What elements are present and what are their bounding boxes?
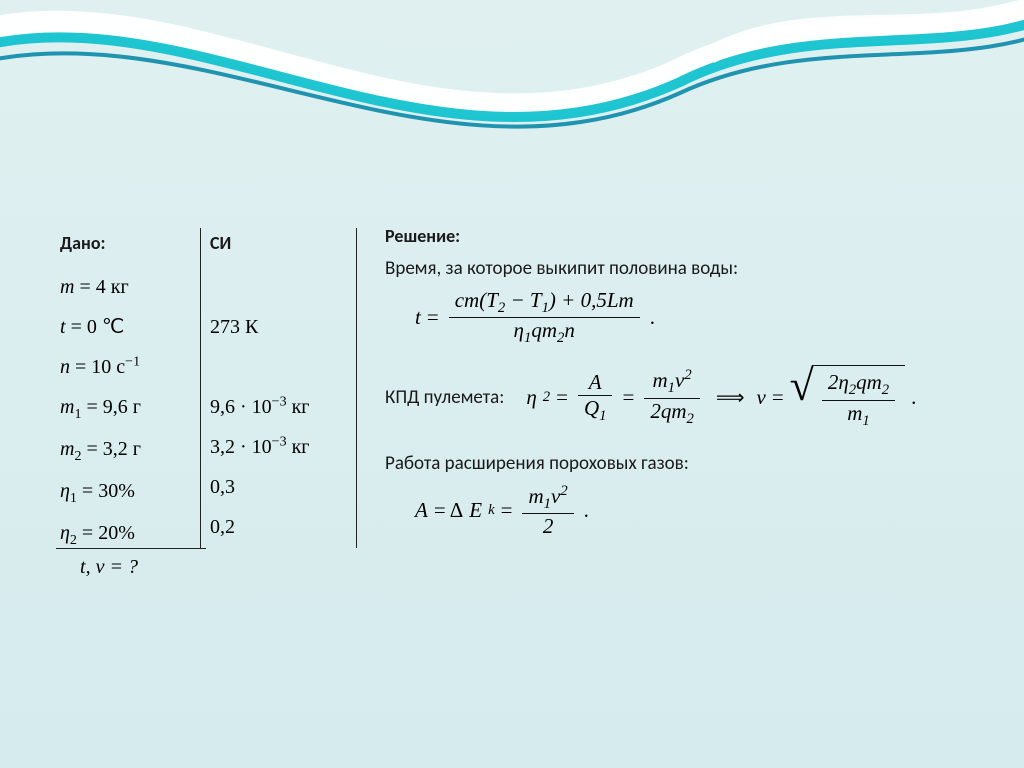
given-t: t = 0 ℃: [60, 307, 200, 347]
slide: Дано: m = 4 кг t = 0 ℃ n = 10 с−1 m1 = 9…: [0, 0, 1024, 768]
si-m2: 3,2 · 10−3 кг: [210, 427, 360, 467]
sqrt: √ 2η2qm2 m1: [790, 365, 905, 429]
solution-time-text: Время, за которое выкипит половина воды:: [385, 257, 984, 280]
given-m: m = 4 кг: [60, 267, 200, 307]
si-column: СИ 273 К 9,6 · 10−3 кг 3,2 · 10−3 кг 0,3…: [200, 225, 360, 557]
decorative-wave: [0, 0, 1024, 220]
si-eta2: 0,2: [210, 507, 360, 547]
given-eta1: η1 = 30%: [60, 471, 200, 513]
given-m2: m2 = 3,2 г: [60, 429, 200, 471]
solution-label: Решение:: [385, 225, 984, 247]
si-eta1: 0,3: [210, 467, 360, 507]
solution-work-text: Работа расширения пороховых газов:: [385, 452, 984, 475]
solution-kpd-text: КПД пулемета:: [385, 386, 504, 409]
implies-arrow: ⟹: [716, 385, 745, 410]
given-m1: m1 = 9,6 г: [60, 387, 200, 429]
equation-kpd: η2 = A Q1 = m1v2 2qm2 ⟹ v = √: [526, 365, 916, 429]
given-eta2: η2 = 20%: [60, 513, 200, 555]
solution-column: Решение: Время, за которое выкипит полов…: [360, 225, 984, 557]
given-label: Дано:: [60, 225, 200, 261]
equation-time: t = cm(T2 − T1) + 0,5Lm η1qm2n .: [415, 288, 984, 347]
si-tK: 273 К: [210, 307, 360, 347]
equation-work: A = ΔEk = m1v2 2 .: [415, 483, 984, 539]
given-column: Дано: m = 4 кг t = 0 ℃ n = 10 с−1 m1 = 9…: [60, 225, 200, 557]
si-label: СИ: [210, 225, 360, 261]
si-m1: 9,6 · 10−3 кг: [210, 387, 360, 427]
find-line: t, v = ?: [80, 556, 138, 579]
given-n: n = 10 с−1: [60, 347, 200, 387]
content-area: Дано: m = 4 кг t = 0 ℃ n = 10 с−1 m1 = 9…: [60, 225, 984, 557]
